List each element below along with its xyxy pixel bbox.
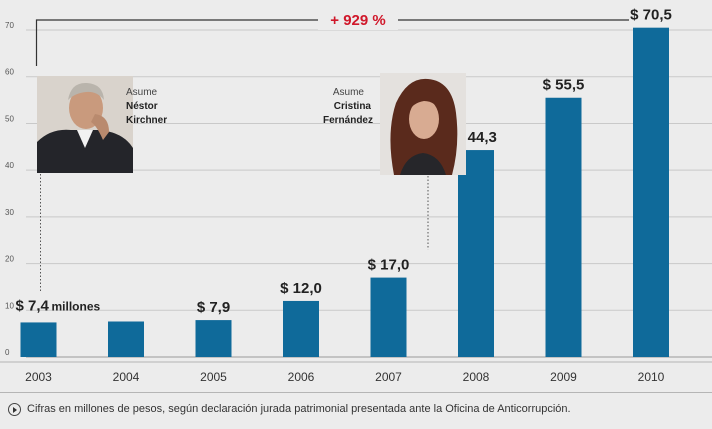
- annotation-kirchner: Asume Néstor Kirchner: [37, 76, 167, 293]
- x-label-2004: 2004: [113, 370, 140, 384]
- x-label-2008: 2008: [463, 370, 490, 384]
- play-circle-icon: [8, 403, 21, 416]
- x-label-2003: 2003: [25, 370, 52, 384]
- kirchner-name-last: Kirchner: [126, 115, 167, 126]
- x-label-2005: 2005: [200, 370, 227, 384]
- bar-2010: [633, 27, 669, 358]
- bars: [20, 27, 669, 358]
- bar-2003: [20, 322, 57, 357]
- y-tick-label-20: 20: [5, 255, 14, 264]
- x-label-2006: 2006: [288, 370, 315, 384]
- fernandez-name-first: Cristina: [334, 101, 372, 112]
- value-label-2010: $ 70,5: [630, 7, 672, 24]
- bar-2004: [108, 321, 144, 357]
- bar-2006: [283, 300, 319, 357]
- value-label-2006: $ 12,0: [280, 280, 322, 297]
- increase-bracket-line: [35, 19, 629, 66]
- fernandez-name-last: Fernández: [323, 115, 373, 126]
- annotation-fernandez: Asume Cristina Fernández: [323, 73, 466, 250]
- y-tick-label-60: 60: [5, 68, 14, 77]
- kirchner-name-first: Néstor: [126, 101, 158, 112]
- x-axis-labels: 2003 2004 2005 2006 2007 2008 2009 2010: [25, 370, 665, 384]
- value-unit-label: millones: [52, 299, 101, 313]
- y-tick-label-70: 70: [5, 21, 14, 30]
- y-tick-label-0: 0: [5, 348, 10, 357]
- value-labels: $ 7,4 millones $ 7,9$ 12,0$ 17,0$ 44,3$ 55…: [16, 7, 672, 316]
- increase-label-background: [318, 10, 398, 30]
- fernandez-portrait-photo: [380, 73, 466, 175]
- x-label-2010: 2010: [638, 370, 665, 384]
- x-label-2009: 2009: [550, 370, 577, 384]
- value-label-2005: $ 7,9: [197, 299, 230, 316]
- value-label-2009: $ 55,5: [543, 77, 585, 94]
- y-tick-label-10: 10: [5, 301, 14, 310]
- y-tick-label-40: 40: [5, 161, 14, 170]
- fernandez-caption: Asume: [333, 87, 365, 98]
- increase-percentage-label: + 929 %: [330, 12, 385, 29]
- value-label-2007: $ 17,0: [368, 257, 410, 274]
- footer-note: Cifras en millones de pesos, según decla…: [27, 403, 571, 415]
- y-tick-label-30: 30: [5, 208, 14, 217]
- y-tick-label-50: 50: [5, 114, 14, 123]
- bar-2008: [458, 150, 494, 357]
- y-axis-ticks: 0 10 20 30 40 50 60 70: [5, 21, 14, 357]
- value-label-2003: $ 7,4: [16, 297, 50, 314]
- kirchner-portrait-photo: [37, 76, 133, 173]
- bar-2007: [370, 277, 407, 357]
- bar-chart: 0 10 20 30 40 50 60 70 2003 2004 2005 2006 2007 2008…: [0, 7, 712, 384]
- increase-bracket: + 929 %: [35, 10, 629, 66]
- bar-2005: [195, 320, 232, 357]
- bar-2009: [545, 97, 582, 357]
- kirchner-caption: Asume: [126, 87, 158, 98]
- gridlines: [0, 29, 712, 363]
- x-label-2007: 2007: [375, 370, 402, 384]
- footer: Cifras en millones de pesos, según decla…: [0, 392, 712, 429]
